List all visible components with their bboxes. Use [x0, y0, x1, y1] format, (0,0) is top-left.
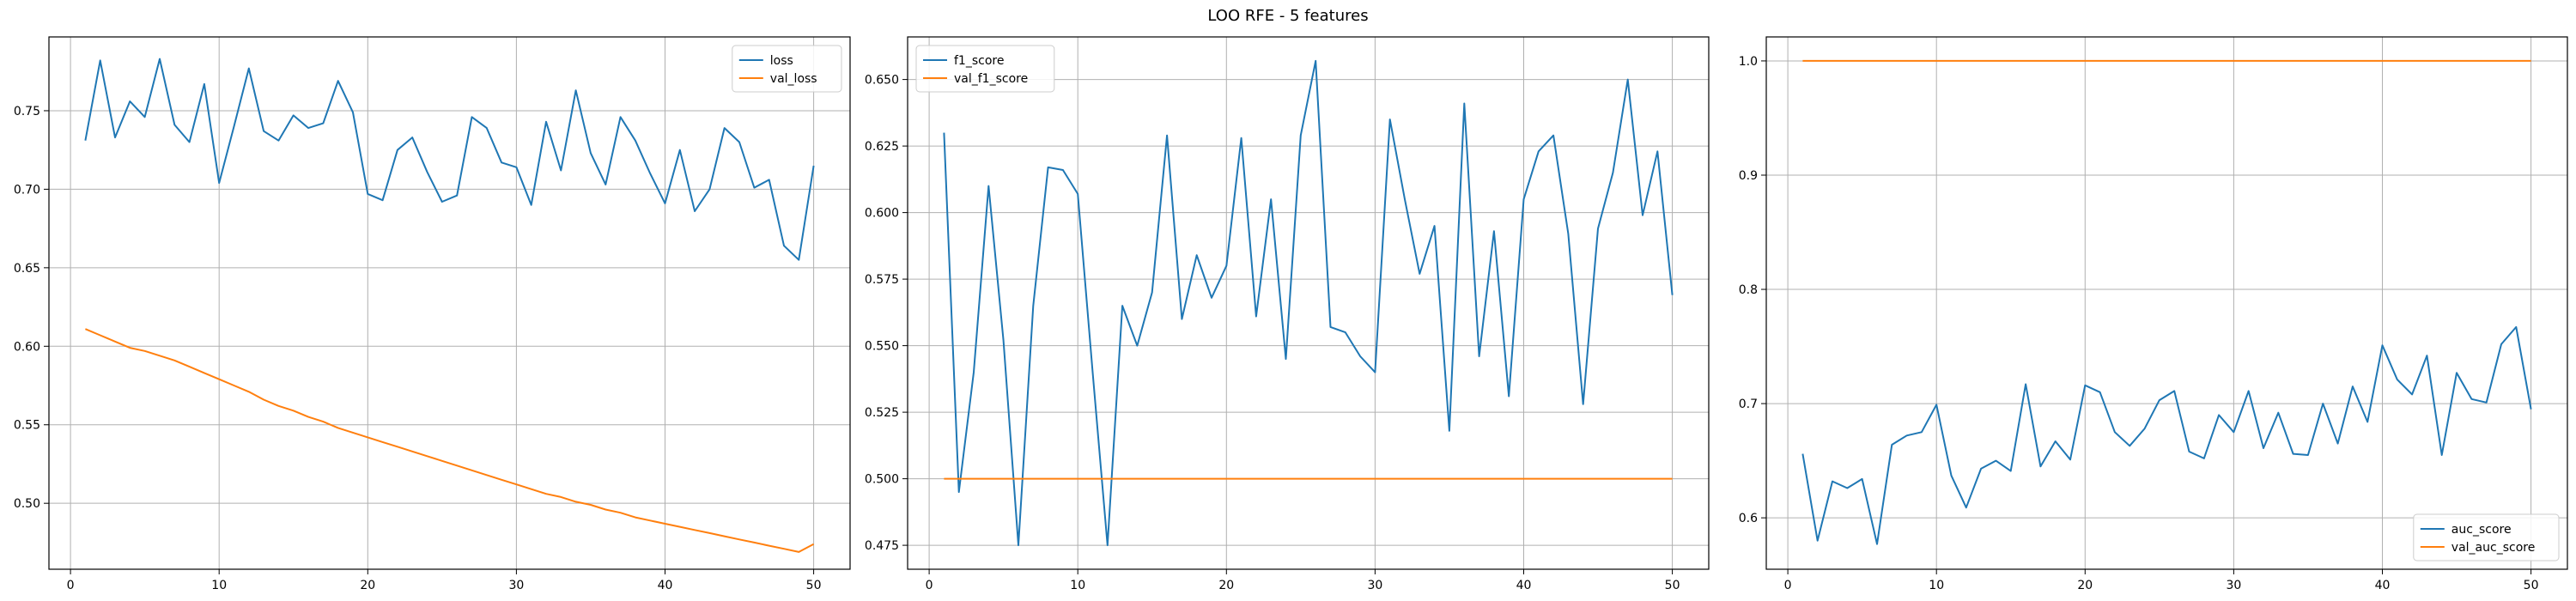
x-tick-label: 50: [806, 579, 822, 592]
y-tick-label: 0.7: [1739, 398, 1758, 411]
legend: loss val_loss: [732, 45, 842, 93]
legend: auc_score val_auc_score: [2413, 513, 2560, 562]
y-tick-label: 0.550: [865, 340, 899, 354]
y-tick-label: 0.55: [14, 419, 40, 433]
x-tick-label: 0: [1784, 579, 1792, 592]
legend-label: val_auc_score: [2451, 541, 2536, 555]
y-tick-label: 0.9: [1739, 169, 1758, 183]
series-line-auc-score: [1801, 325, 2532, 545]
series-line-loss: [84, 58, 815, 261]
y-tick-label: 0.8: [1739, 283, 1758, 297]
y-tick-label: 0.600: [865, 207, 899, 221]
y-tick-label: 1.0: [1739, 55, 1758, 69]
legend-box: [732, 45, 842, 93]
series-line-f1-score: [943, 59, 1674, 547]
y-tick-label: 0.475: [865, 539, 899, 553]
legend: f1_score val_f1_score: [915, 45, 1055, 93]
legend-label: auc_score: [2451, 523, 2512, 537]
x-tick-label: 10: [211, 579, 227, 592]
y-tick-label: 0.625: [865, 140, 899, 154]
y-tick-label: 0.75: [14, 105, 40, 118]
legend-label: val_f1_score: [954, 72, 1028, 86]
x-tick-label: 30: [2226, 579, 2241, 592]
x-tick-label: 10: [1929, 579, 1944, 592]
y-tick-label: 0.70: [14, 183, 40, 197]
x-tick-label: 50: [1665, 579, 1680, 592]
y-tick-label: 0.6: [1739, 512, 1758, 525]
figure-title: LOO RFE - 5 features: [1207, 7, 1369, 25]
x-tick-label: 30: [1367, 579, 1382, 592]
axes-frame: [907, 36, 1710, 570]
y-tick-label: 0.50: [14, 497, 40, 511]
y-tick-label: 0.575: [865, 273, 899, 287]
x-tick-label: 10: [1070, 579, 1085, 592]
chart-panel-1: 0 10 20 30 40 50 0.50 0.55 0.60 0.65 0.70 0.75 loss v…: [14, 36, 851, 592]
y-tick-label: 0.60: [14, 340, 40, 354]
y-tick-label: 0.525: [865, 406, 899, 420]
x-tick-label: 30: [508, 579, 524, 592]
x-tick-label: 50: [2524, 579, 2539, 592]
axes-frame: [48, 36, 851, 570]
y-tick-label: 0.650: [865, 74, 899, 88]
legend-box: [2413, 513, 2560, 562]
chart-panel-2: 0 10 20 30 40 50 0.475 0.500 0.525 0.550 0.575 0.60…: [865, 36, 1710, 592]
x-tick-label: 0: [67, 579, 75, 592]
axes-frame: [1765, 36, 2568, 570]
x-tick-label: 20: [360, 579, 375, 592]
x-tick-label: 40: [658, 579, 673, 592]
legend-label: val_loss: [770, 72, 817, 86]
x-tick-label: 40: [2375, 579, 2391, 592]
x-tick-label: 20: [2077, 579, 2093, 592]
x-tick-label: 40: [1516, 579, 1532, 592]
series-line-val-loss: [85, 328, 815, 553]
y-tick-label: 0.65: [14, 262, 40, 276]
legend-box: [915, 45, 1055, 93]
y-tick-label: 0.500: [865, 473, 899, 487]
x-tick-label: 20: [1218, 579, 1234, 592]
legend-label: f1_score: [954, 54, 1004, 68]
x-tick-label: 0: [926, 579, 933, 592]
chart-panel-3: 0 10 20 30 40 50 0.6 0.7 0.8 0.9 1.0 auc_score val_a…: [1739, 36, 2568, 592]
legend-label: loss: [770, 54, 793, 68]
